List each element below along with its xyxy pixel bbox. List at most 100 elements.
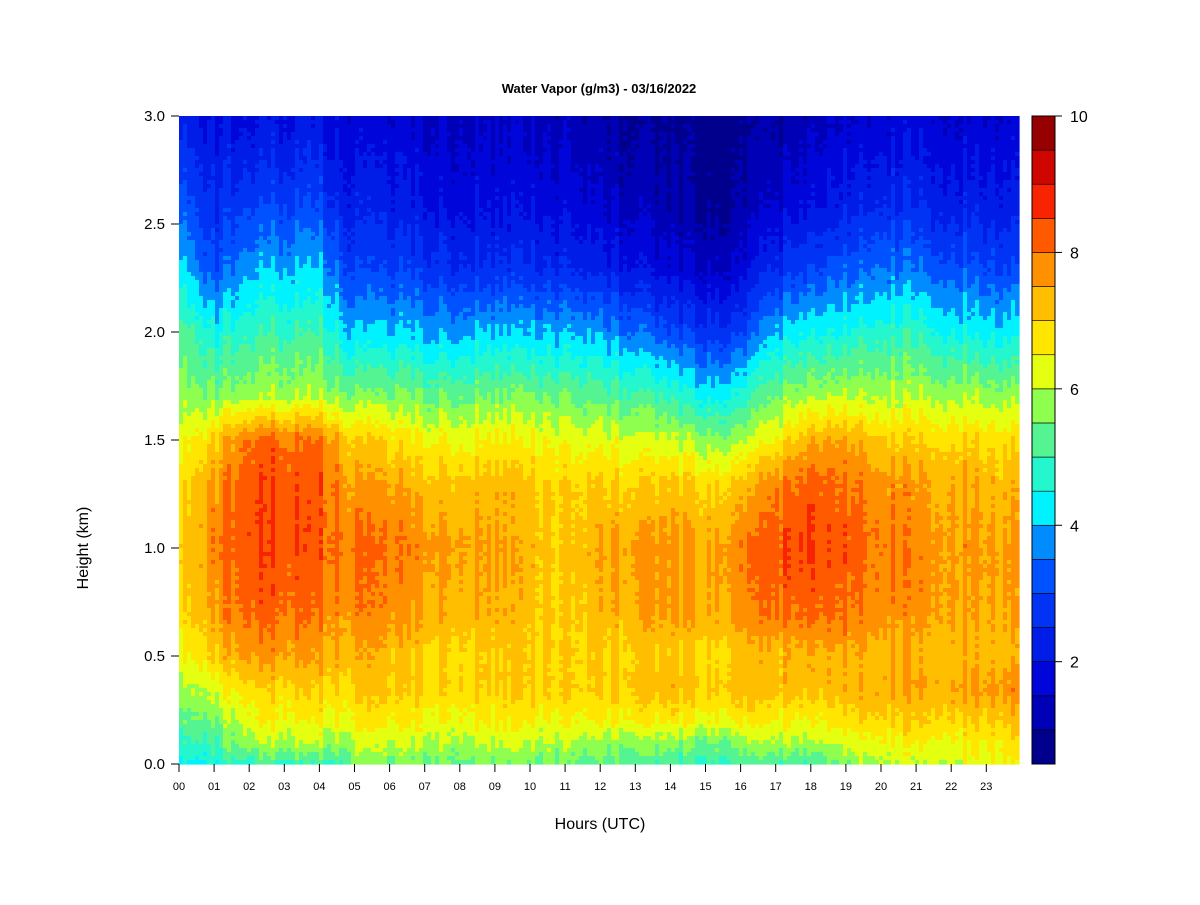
heatmap-cell [195, 352, 200, 357]
heatmap-cell [195, 204, 200, 209]
heatmap-cell [287, 608, 292, 613]
heatmap-cell [227, 208, 232, 213]
heatmap-cell [299, 572, 304, 577]
heatmap-cell [179, 200, 184, 205]
heatmap-cell [243, 536, 248, 541]
heatmap-cell [207, 460, 212, 465]
heatmap-cell [203, 384, 208, 389]
heatmap-cell [247, 584, 252, 589]
heatmap-cell [187, 700, 192, 705]
heatmap-cell [295, 352, 300, 357]
heatmap-cell [271, 760, 276, 765]
heatmap-cell [263, 468, 268, 473]
heatmap-cell [227, 292, 232, 297]
heatmap-cell [255, 492, 260, 497]
heatmap-cell [191, 624, 196, 629]
heatmap-cell [295, 576, 300, 581]
heatmap-cell [267, 300, 272, 305]
heatmap-cell [215, 744, 220, 749]
heatmap-cell [191, 524, 196, 529]
heatmap-cell [207, 376, 212, 381]
heatmap-cell [215, 664, 220, 669]
heatmap-cell [299, 184, 304, 189]
heatmap-cell [227, 160, 232, 165]
heatmap-cell [219, 392, 224, 397]
heatmap-cell [247, 276, 252, 281]
heatmap-cell [279, 608, 284, 613]
heatmap-cell [271, 672, 276, 677]
heatmap-cell [231, 184, 236, 189]
heatmap-cell [255, 356, 260, 361]
heatmap-cell [275, 672, 280, 677]
heatmap-cell [219, 556, 224, 561]
heatmap-cell [275, 280, 280, 285]
heatmap-cell [187, 328, 192, 333]
heatmap-cell [203, 520, 208, 525]
heatmap-cell [215, 524, 220, 529]
heatmap-cell [207, 344, 212, 349]
heatmap-cell [195, 692, 200, 697]
heatmap-cell [291, 564, 296, 569]
heatmap-cell [243, 568, 248, 573]
heatmap-cell [183, 276, 188, 281]
heatmap-cell [275, 592, 280, 597]
heatmap-cell [255, 692, 260, 697]
heatmap-cell [283, 640, 288, 645]
heatmap-cell [299, 528, 304, 533]
heatmap-cell [223, 564, 228, 569]
heatmap-cell [295, 612, 300, 617]
heatmap-cell [267, 324, 272, 329]
heatmap-cell [291, 308, 296, 313]
heatmap-cell [291, 272, 296, 277]
heatmap-cell [243, 728, 248, 733]
heatmap-cell [251, 528, 256, 533]
heatmap-cell [195, 120, 200, 125]
heatmap-cell [187, 168, 192, 173]
heatmap-cell [243, 688, 248, 693]
heatmap-cell [275, 336, 280, 341]
heatmap-cell [243, 524, 248, 529]
heatmap-cell [199, 280, 204, 285]
heatmap-cell [219, 408, 224, 413]
heatmap-cell [207, 712, 212, 717]
heatmap-cell [295, 132, 300, 137]
heatmap-cell [211, 552, 216, 557]
heatmap-cell [243, 680, 248, 685]
heatmap-cell [263, 360, 268, 365]
heatmap-cell [183, 272, 188, 277]
heatmap-cell [211, 356, 216, 361]
heatmap-cell [215, 532, 220, 537]
heatmap-cell [271, 400, 276, 405]
heatmap-cell [247, 488, 252, 493]
heatmap-cell [271, 340, 276, 345]
heatmap-cell [191, 388, 196, 393]
heatmap-cell [187, 648, 192, 653]
heatmap-cell [239, 568, 244, 573]
heatmap-cell [183, 532, 188, 537]
heatmap-cell [187, 436, 192, 441]
heatmap-cell [275, 432, 280, 437]
heatmap-cell [191, 504, 196, 509]
heatmap-cell [283, 748, 288, 753]
heatmap-cell [295, 344, 300, 349]
heatmap-cell [259, 172, 264, 177]
heatmap-cell [275, 616, 280, 621]
heatmap-cell [299, 344, 304, 349]
heatmap-cell [223, 376, 228, 381]
heatmap-cell [279, 504, 284, 509]
heatmap-cell [275, 256, 280, 261]
heatmap-cell [247, 704, 252, 709]
heatmap-cell [179, 300, 184, 305]
heatmap-cell [199, 312, 204, 317]
heatmap-cell [235, 404, 240, 409]
heatmap-cell [259, 416, 264, 421]
heatmap-cell [211, 348, 216, 353]
heatmap-cell [187, 444, 192, 449]
heatmap-cell [203, 576, 208, 581]
heatmap-cell [239, 556, 244, 561]
heatmap-cell [267, 344, 272, 349]
heatmap-cell [271, 528, 276, 533]
heatmap-cell [203, 644, 208, 649]
heatmap-cell [243, 576, 248, 581]
heatmap-cell [235, 676, 240, 681]
